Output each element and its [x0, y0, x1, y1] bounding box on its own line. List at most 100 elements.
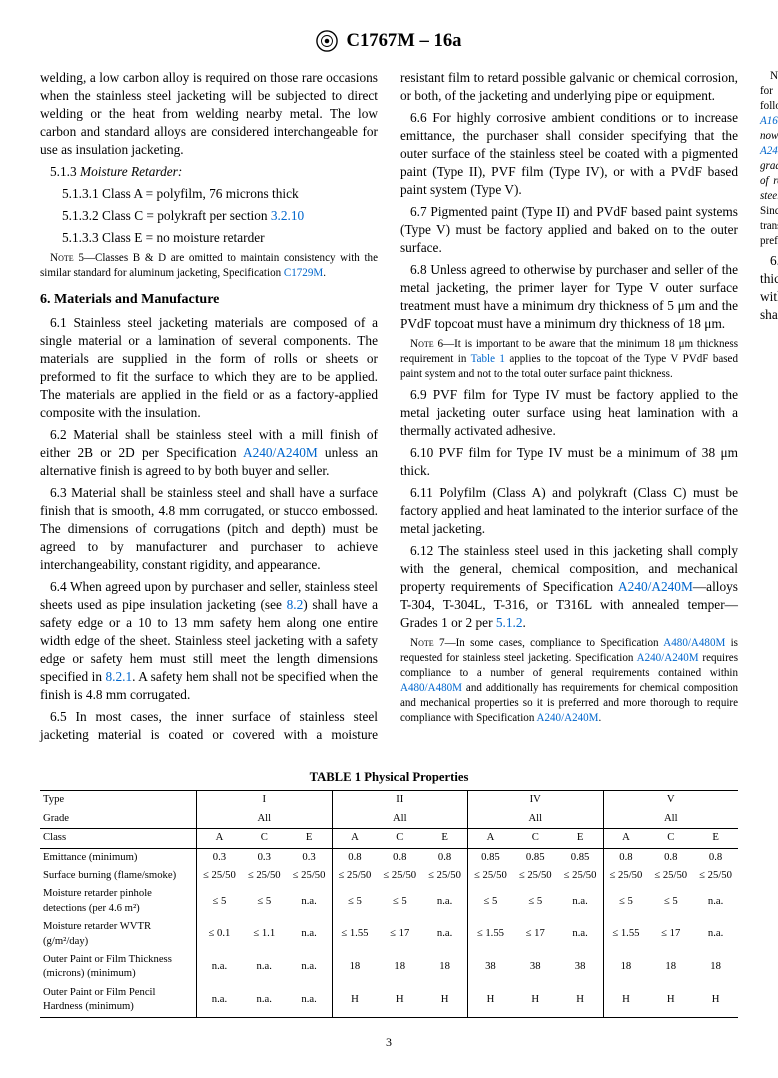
cell: 0.8: [693, 848, 738, 867]
cell: 18: [332, 951, 377, 984]
table-row: Moisture retarder pinhole detections (pe…: [40, 885, 738, 918]
main-content: welding, a low carbon alloy is required …: [40, 69, 738, 759]
note-6: Note 6—It is important to be aware that …: [400, 337, 738, 382]
cell: ≤ 25/50: [468, 867, 513, 885]
link-3-2-10[interactable]: 3.2.10: [271, 208, 304, 223]
cell: ≤ 1.55: [332, 918, 377, 951]
cell: n.a.: [242, 951, 287, 984]
cell: 18: [377, 951, 422, 984]
cell: ≤ 17: [377, 918, 422, 951]
cell: n.a.: [558, 918, 603, 951]
table-row: Surface burning (flame/smoke)≤ 25/50≤ 25…: [40, 867, 738, 885]
table-row: Emittance (minimum)0.30.30.30.80.80.80.8…: [40, 848, 738, 867]
cell: ≤ 5: [377, 885, 422, 918]
p63: 6.3 Material shall be stainless steel an…: [40, 484, 378, 574]
page-number: 3: [40, 1034, 738, 1050]
cell: ≤ 5: [603, 885, 648, 918]
cell: ≤ 25/50: [332, 867, 377, 885]
cell: n.a.: [422, 885, 467, 918]
s5132: 5.1.3.2 Class C = polykraft per section …: [40, 207, 378, 225]
doc-id: C1767M – 16a: [346, 28, 461, 53]
cell: H: [377, 984, 422, 1017]
cell: ≤ 5: [332, 885, 377, 918]
link-a240-2[interactable]: A240/A240M: [618, 579, 693, 594]
cell: 0.8: [603, 848, 648, 867]
cell: 0.3: [197, 848, 242, 867]
p61: 6.1 Stainless steel jacketing materials …: [40, 314, 378, 422]
p67: 6.7 Pigmented paint (Type II) and PVdF b…: [400, 203, 738, 257]
note-5: Note 5—Classes B & D are omitted to main…: [40, 251, 378, 281]
cell: ≤ 25/50: [197, 867, 242, 885]
link-8-2[interactable]: 8.2: [287, 597, 304, 612]
p612: 6.12 The stainless steel used in this ja…: [400, 542, 738, 632]
cell: ≤ 25/50: [377, 867, 422, 885]
cell: H: [513, 984, 558, 1017]
cell: n.a.: [242, 984, 287, 1017]
astm-logo: [316, 30, 338, 52]
p613: 6.13 Stainless steel jacketing shall be …: [760, 252, 778, 324]
row-label: Moisture retarder WVTR (g/m²/day): [40, 918, 197, 951]
link-5-1-2[interactable]: 5.1.2: [496, 615, 523, 630]
type-2: II: [332, 791, 468, 810]
cell: ≤ 1.55: [468, 918, 513, 951]
row-label: Surface burning (flame/smoke): [40, 867, 197, 885]
cell: ≤ 0.1: [197, 918, 242, 951]
row-label: Emittance (minimum): [40, 848, 197, 867]
cell: 18: [693, 951, 738, 984]
cell: ≤ 25/50: [693, 867, 738, 885]
cell: n.a.: [693, 885, 738, 918]
cell: 18: [422, 951, 467, 984]
type-label: Type: [40, 791, 197, 810]
link-table-1[interactable]: Table 1: [471, 353, 505, 365]
type-1: I: [197, 791, 333, 810]
cell: ≤ 5: [242, 885, 287, 918]
table-row: Outer Paint or Film Pencil Hardness (min…: [40, 984, 738, 1017]
cell: n.a.: [558, 885, 603, 918]
cell: H: [332, 984, 377, 1017]
s513: 5.1.3 Moisture Retarder:: [40, 163, 378, 181]
cell: ≤ 5: [197, 885, 242, 918]
cell: ≤ 17: [513, 918, 558, 951]
cell: ≤ 17: [648, 918, 693, 951]
link-c1729m[interactable]: C1729M: [284, 267, 323, 279]
cell: ≤ 25/50: [558, 867, 603, 885]
cell: H: [603, 984, 648, 1017]
cell: H: [468, 984, 513, 1017]
table-row: Moisture retarder WVTR (g/m²/day)≤ 0.1≤ …: [40, 918, 738, 951]
grade-label: Grade: [40, 810, 197, 829]
welding-text: welding, a low carbon alloy is required …: [40, 69, 378, 159]
table-1-head: Type I II IV V Grade All All All All Cla…: [40, 791, 738, 848]
row-label: Moisture retarder pinhole detections (pe…: [40, 885, 197, 918]
cell: ≤ 1.1: [242, 918, 287, 951]
cell: n.a.: [197, 984, 242, 1017]
p68: 6.8 Unless agreed to otherwise by purcha…: [400, 261, 738, 333]
table-1: Type I II IV V Grade All All All All Cla…: [40, 790, 738, 1017]
cell: n.a.: [287, 951, 332, 984]
cell: H: [422, 984, 467, 1017]
link-8-2-1[interactable]: 8.2.1: [105, 669, 132, 684]
row-label: Outer Paint or Film Thickness (microns) …: [40, 951, 197, 984]
cell: n.a.: [693, 918, 738, 951]
cell: H: [648, 984, 693, 1017]
cell: n.a.: [287, 984, 332, 1017]
p610: 6.10 PVF film for Type IV must be a mini…: [400, 444, 738, 480]
p66: 6.6 For highly corrosive ambient conditi…: [400, 109, 738, 199]
cell: ≤ 25/50: [603, 867, 648, 885]
link-a240[interactable]: A240/A240M: [243, 445, 318, 460]
table-1-title: TABLE 1 Physical Properties: [40, 769, 738, 786]
cell: n.a.: [197, 951, 242, 984]
cell: 38: [468, 951, 513, 984]
p62: 6.2 Material shall be stainless steel wi…: [40, 426, 378, 480]
cell: ≤ 5: [513, 885, 558, 918]
row-label: Outer Paint or Film Pencil Hardness (min…: [40, 984, 197, 1017]
cell: ≤ 25/50: [648, 867, 693, 885]
cell: n.a.: [287, 885, 332, 918]
table-row: Outer Paint or Film Thickness (microns) …: [40, 951, 738, 984]
class-label: Class: [40, 829, 197, 848]
s5133: 5.1.3.3 Class E = no moisture retarder: [40, 229, 378, 247]
cell: ≤ 5: [648, 885, 693, 918]
note-7: Note 7—In some cases, compliance to Spec…: [400, 636, 738, 726]
cell: 0.8: [648, 848, 693, 867]
cell: 0.85: [468, 848, 513, 867]
cell: ≤ 25/50: [513, 867, 558, 885]
